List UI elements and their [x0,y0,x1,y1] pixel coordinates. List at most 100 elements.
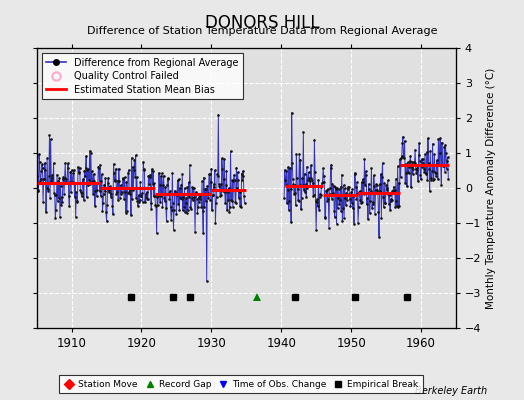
Point [178,171,187,177]
Point [196,196,204,203]
Point [299,182,307,188]
Point [343,196,351,203]
Point [173,192,181,198]
Point [206,197,214,203]
Point [437,182,445,188]
Point [215,180,223,187]
Point [424,135,432,141]
Point [155,170,163,176]
Point [185,162,194,168]
Point [408,164,416,170]
Point [342,202,350,208]
Point [377,171,385,177]
Point [60,175,69,181]
Point [63,180,71,186]
Point [70,167,78,174]
Point [390,186,399,193]
Point [157,193,166,200]
Point [94,180,102,186]
Point [116,182,125,188]
Point [416,158,424,164]
Point [296,182,304,188]
Point [432,172,440,179]
Point [314,203,322,210]
Point [90,171,98,177]
Point [307,162,315,169]
Point [152,203,160,210]
Point [385,200,393,207]
Point [137,193,146,200]
Point [440,144,449,150]
Point [304,176,312,183]
Point [317,184,325,190]
Point [434,136,443,142]
Point [44,188,52,194]
Point [403,183,411,190]
Point [396,174,405,180]
Point [325,224,333,231]
Point [142,191,150,197]
Point [189,184,198,191]
Point [135,198,144,205]
Point [55,175,63,181]
Point [35,151,43,157]
Point [105,189,113,195]
Point [184,207,192,213]
Point [37,168,46,175]
Point [63,165,72,171]
Point [231,177,239,183]
Point [164,175,172,181]
Point [100,182,108,188]
Point [306,183,314,190]
Point [89,190,97,197]
Point [128,196,136,203]
Point [194,194,203,200]
Point [321,215,330,221]
Point [37,176,45,182]
Point [185,194,193,200]
Point [215,182,224,189]
Point [310,136,319,143]
Point [282,168,291,174]
Point [284,164,292,170]
Point [163,176,172,182]
Point [52,207,60,213]
Point [286,165,294,171]
Point [241,200,249,206]
Point [230,178,238,184]
Point [341,185,349,192]
Point [352,196,361,202]
Point [359,191,368,197]
Point [113,189,121,196]
Point [363,201,371,208]
Point [282,181,290,188]
Point [50,190,58,196]
Point [167,204,175,211]
Point [108,203,116,209]
Point [123,190,132,197]
Point [197,204,205,211]
Point [68,180,77,186]
Point [202,186,210,192]
Point [62,176,71,182]
Point [220,176,228,183]
Point [429,140,437,147]
Point [308,176,316,183]
Point [66,168,74,175]
Point [205,171,213,178]
Point [81,173,89,180]
Point [95,165,103,172]
Point [358,176,367,183]
Point [438,162,446,168]
Point [48,175,56,182]
Point [315,206,323,213]
Point [131,174,139,180]
Point [179,194,188,200]
Point [91,188,100,194]
Point [369,172,378,178]
Point [130,156,139,163]
Point [170,188,179,194]
Point [348,205,357,212]
Point [205,171,214,178]
Text: Difference of Station Temperature Data from Regional Average: Difference of Station Temperature Data f… [87,26,437,36]
